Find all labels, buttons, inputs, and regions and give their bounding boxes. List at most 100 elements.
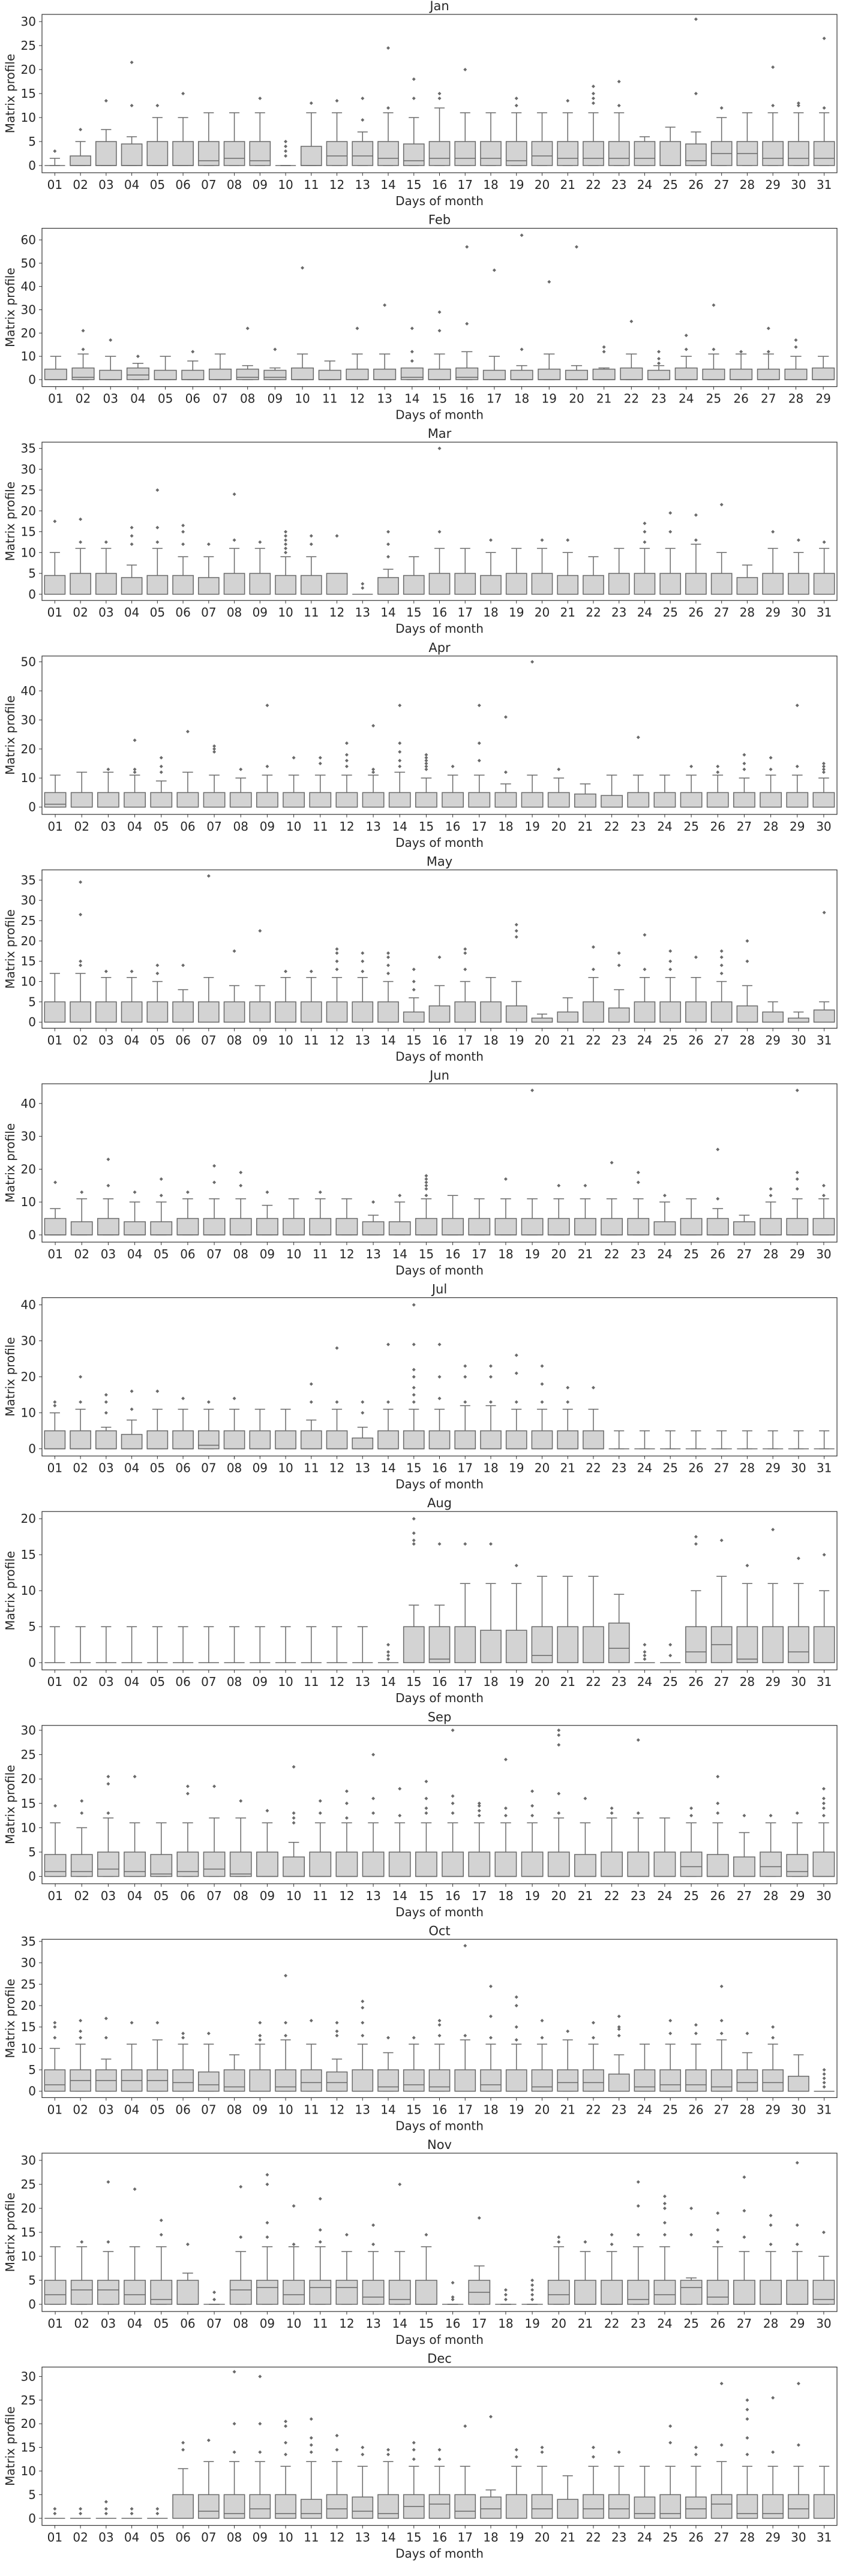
y-tick-label: 0 (28, 1442, 36, 1456)
box-day-27 (757, 326, 780, 380)
box-iqr (71, 367, 95, 380)
outlier-point (514, 1400, 518, 1404)
box-day-11 (300, 969, 322, 1023)
x-axis-label: Days of month (395, 1263, 484, 1278)
box-day-21 (557, 99, 579, 166)
y-tick-label: 50 (21, 654, 36, 669)
box-day-11 (300, 101, 322, 166)
chart-title: Nov (427, 2138, 452, 2152)
box-day-23 (627, 1738, 650, 1877)
box-day-18 (480, 538, 502, 595)
box-day-25 (659, 2018, 682, 2092)
box-day-26 (685, 955, 707, 1023)
box-day-28 (736, 2398, 758, 2519)
outlier-point (318, 2228, 322, 2232)
outlier-point (694, 92, 698, 95)
outlier-point (258, 2422, 262, 2426)
x-tick-label: 09 (253, 2530, 268, 2545)
x-tick-label: 12 (339, 1889, 354, 1903)
x-tick-label: 27 (737, 819, 752, 834)
outlier-point (104, 2036, 108, 2040)
box-day-12 (335, 1789, 358, 1877)
box-iqr (256, 792, 278, 808)
box-day-06 (172, 2031, 194, 2092)
outlier-point (53, 2036, 57, 2040)
box-day-20 (547, 767, 570, 808)
outlier-point (591, 97, 595, 100)
y-tick-label: 10 (21, 1583, 36, 1598)
outlier-point (130, 2511, 134, 2515)
outlier-point (133, 1775, 137, 1779)
outlier-point (745, 959, 749, 963)
y-tick-label: 40 (21, 1298, 36, 1312)
outlier-point (104, 2500, 108, 2504)
x-tick-label: 04 (127, 1889, 142, 1903)
box-iqr (223, 1430, 245, 1450)
outlier-point (694, 513, 698, 517)
outlier-point (540, 2445, 544, 2449)
outlier-point (437, 446, 442, 450)
x-tick-label: 30 (816, 1889, 831, 1903)
box-iqr (762, 1011, 784, 1023)
outlier-point (477, 1814, 481, 1818)
box-iqr (415, 792, 437, 808)
outlier-point (258, 97, 262, 100)
outlier-point (617, 104, 621, 107)
y-tick-label: 0 (28, 2511, 36, 2526)
x-tick-label: 14 (380, 2102, 395, 2117)
y-tick-label: 30 (21, 1334, 36, 1348)
outlier-point (795, 764, 799, 768)
box-day-14 (377, 2036, 399, 2092)
box-day-05 (150, 1177, 173, 1236)
x-tick-label: 12 (350, 392, 365, 406)
x-tick-label: 12 (339, 1247, 354, 1261)
box-day-13 (362, 1753, 385, 1877)
box-iqr (176, 1851, 199, 1877)
box-day-09 (250, 1626, 271, 1663)
box-iqr (788, 2494, 809, 2519)
x-tick-label: 14 (392, 2316, 407, 2331)
x-tick-label: 12 (329, 1461, 344, 1475)
outlier-point (181, 2036, 185, 2040)
box-iqr (256, 2280, 278, 2305)
outlier-point (284, 2419, 288, 2424)
box-iqr (788, 2075, 809, 2092)
outlier-point (668, 1643, 673, 1647)
box-day-05 (146, 488, 169, 595)
x-tick-label: 15 (419, 1889, 434, 1903)
outlier-point (437, 2023, 442, 2027)
outlier-point (636, 1811, 640, 1815)
outlier-point (657, 361, 661, 365)
outlier-point (412, 1517, 416, 1521)
box-iqr (97, 1851, 119, 1877)
outlier-point (771, 2036, 775, 2040)
outlier-point (284, 2033, 288, 2037)
box-day-02 (70, 1799, 93, 1877)
outlier-point (821, 1796, 826, 1801)
box-day-20 (547, 1183, 570, 1236)
outlier-point (155, 2021, 160, 2025)
outlier-point (232, 492, 236, 497)
x-tick-label: 07 (206, 1247, 221, 1261)
outlier-point (265, 2173, 269, 2177)
x-tick-label: 30 (791, 1675, 806, 1689)
x-tick-label: 29 (790, 1247, 805, 1261)
box-iqr (44, 2069, 66, 2092)
outlier-point (662, 1194, 667, 1198)
outlier-point (716, 1801, 720, 1805)
outlier-point (335, 1346, 339, 1350)
box-iqr (428, 2069, 451, 2092)
box-day-17 (454, 1944, 476, 2092)
outlier-point (503, 2288, 508, 2292)
outlier-point (79, 1375, 83, 1379)
y-tick-label: 10 (21, 975, 36, 989)
x-tick-label: 09 (253, 1675, 268, 1689)
box-day-16 (442, 764, 464, 808)
outlier-point (503, 2298, 508, 2301)
box-day-03 (95, 1626, 116, 1663)
box-day-28 (736, 1564, 758, 1663)
outlier-point (265, 764, 269, 768)
box-day-06 (176, 1784, 199, 1877)
